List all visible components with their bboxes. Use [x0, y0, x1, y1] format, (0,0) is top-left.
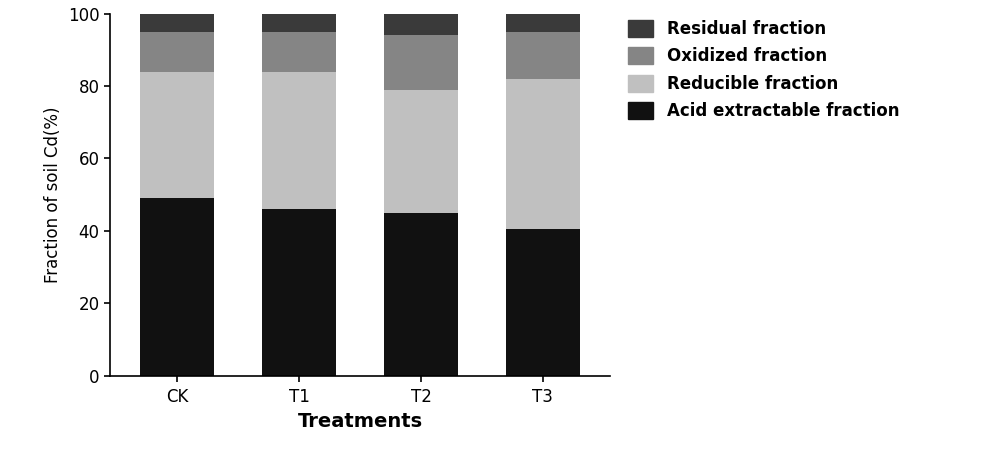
- Bar: [384, 14, 458, 35]
- Bar: [140, 32, 214, 71]
- Bar: [506, 79, 580, 229]
- Bar: [262, 71, 336, 209]
- Bar: [140, 71, 214, 198]
- Bar: [506, 229, 580, 376]
- Bar: [262, 209, 336, 376]
- X-axis label: Treatments: Treatments: [297, 412, 423, 431]
- Bar: [140, 198, 214, 376]
- Bar: [140, 14, 214, 32]
- Bar: [384, 35, 458, 90]
- Bar: [262, 14, 336, 32]
- Bar: [384, 213, 458, 376]
- Y-axis label: Fraction of soil Cd(%): Fraction of soil Cd(%): [44, 106, 62, 283]
- Bar: [262, 32, 336, 71]
- Bar: [506, 14, 580, 32]
- Bar: [384, 90, 458, 213]
- Bar: [506, 32, 580, 79]
- Legend: Residual fraction, Oxidized fraction, Reducible fraction, Acid extractable fract: Residual fraction, Oxidized fraction, Re…: [623, 15, 904, 125]
